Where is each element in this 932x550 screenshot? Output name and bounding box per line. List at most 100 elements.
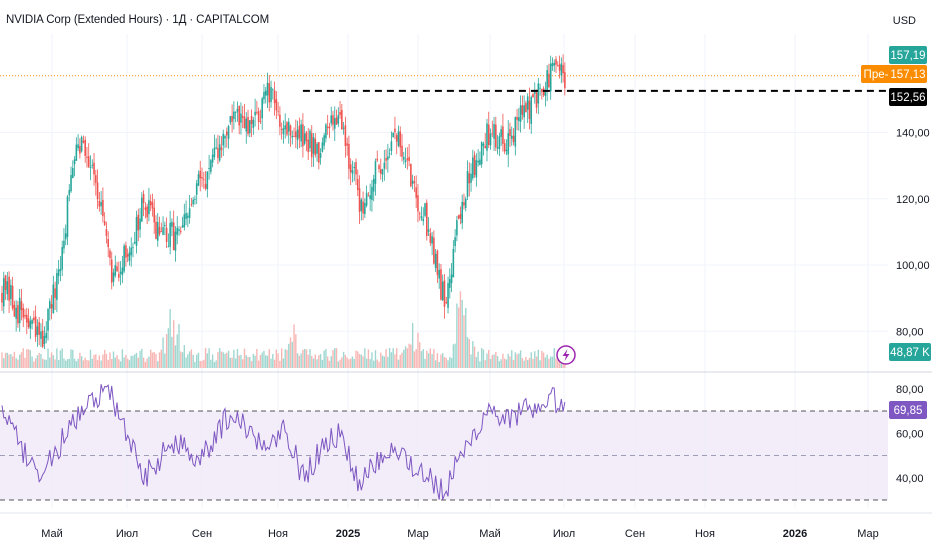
candle-body bbox=[206, 171, 209, 190]
volume-bar bbox=[351, 356, 354, 368]
candle-body bbox=[80, 137, 83, 152]
candle-body bbox=[233, 111, 235, 120]
candle-body bbox=[436, 250, 439, 276]
candle-body bbox=[362, 201, 364, 214]
time-tick-label: Мар bbox=[857, 528, 879, 540]
candle-body bbox=[54, 288, 56, 298]
candle-body bbox=[68, 189, 71, 196]
candle-body bbox=[34, 316, 37, 337]
candle-body bbox=[215, 147, 217, 149]
candle-body bbox=[56, 273, 58, 300]
candle-body bbox=[270, 86, 272, 103]
candle-body bbox=[349, 164, 352, 173]
candle-body bbox=[468, 173, 471, 184]
candle-body bbox=[337, 115, 340, 124]
volume-bar bbox=[388, 348, 391, 368]
volume-bar bbox=[259, 354, 262, 368]
candle-body bbox=[402, 157, 405, 160]
volume-bar bbox=[342, 351, 345, 368]
candle-body bbox=[505, 149, 508, 151]
volume-bar bbox=[227, 350, 230, 368]
candle-body bbox=[564, 72, 566, 88]
candle-body bbox=[162, 227, 164, 235]
price-axis[interactable]: 140,00 120,00 100,00 80,00 80,00 60,00 40,00 bbox=[896, 128, 930, 485]
candle-body bbox=[277, 110, 279, 112]
volume-bar bbox=[146, 358, 148, 368]
candle-body bbox=[549, 63, 552, 92]
candle-body bbox=[480, 142, 483, 165]
volume-bar bbox=[406, 348, 409, 368]
volume-bar bbox=[121, 349, 124, 368]
candle-body bbox=[464, 198, 467, 209]
volume-bar bbox=[387, 356, 389, 368]
candle-body bbox=[50, 304, 53, 309]
volume-bar bbox=[348, 359, 350, 368]
candle-body bbox=[38, 322, 40, 335]
level-price-tag-box bbox=[889, 88, 927, 106]
candle-body bbox=[537, 83, 540, 104]
volume-bar bbox=[326, 356, 329, 368]
rsi-line bbox=[1, 384, 566, 500]
candle-body bbox=[36, 326, 39, 336]
candle-body bbox=[238, 105, 240, 126]
candle-body bbox=[100, 202, 102, 207]
candle-body bbox=[156, 222, 159, 241]
candle-body bbox=[6, 281, 9, 295]
time-tick-label: 2026 bbox=[783, 528, 807, 540]
candle-body bbox=[10, 285, 12, 299]
volume-bar bbox=[47, 348, 49, 368]
candle-body bbox=[227, 125, 230, 139]
time-tick-label: Июл bbox=[116, 528, 138, 540]
candle-body bbox=[526, 96, 529, 110]
candle-body bbox=[390, 141, 393, 151]
volume-bar bbox=[75, 361, 78, 368]
candle-body bbox=[372, 178, 375, 192]
volume-bar bbox=[427, 353, 430, 368]
candle-body bbox=[441, 281, 444, 301]
candle-body bbox=[309, 130, 311, 149]
volume-bar bbox=[275, 349, 278, 368]
time-axis[interactable]: Май Июл Сен Ноя 2025 Мар Май Июл Сен Ноя 2026 Мар bbox=[41, 528, 879, 540]
candle-body bbox=[279, 114, 281, 127]
candle-body bbox=[4, 275, 7, 290]
candle-body bbox=[121, 267, 124, 276]
candle-body bbox=[160, 231, 163, 232]
candle-body bbox=[413, 181, 416, 184]
candle-body bbox=[443, 280, 446, 307]
volume-bar bbox=[353, 358, 355, 368]
volume-bar bbox=[282, 358, 285, 368]
volume-bar bbox=[544, 357, 547, 368]
candle-body bbox=[525, 103, 527, 113]
time-tick-label: Сен bbox=[192, 528, 212, 540]
candle-body bbox=[351, 170, 354, 174]
candle-body bbox=[316, 143, 318, 154]
volume-bar bbox=[413, 351, 416, 368]
candle-body bbox=[484, 146, 487, 149]
candle-body bbox=[418, 213, 421, 215]
candle-body bbox=[348, 144, 350, 169]
volume-bar bbox=[369, 359, 371, 368]
candle-body bbox=[167, 246, 170, 248]
volume-bar bbox=[461, 299, 463, 368]
volume-bar bbox=[188, 351, 191, 368]
volume-bar bbox=[470, 354, 472, 368]
candle-body bbox=[254, 111, 256, 116]
candle-body bbox=[422, 218, 425, 222]
candle-body bbox=[96, 182, 99, 200]
volume-bar bbox=[489, 358, 492, 368]
volume-bar bbox=[82, 360, 85, 368]
volume-bar bbox=[40, 353, 42, 368]
candle-body bbox=[275, 99, 278, 111]
candle-body bbox=[13, 304, 16, 317]
candle-body bbox=[523, 105, 525, 118]
volume-bar bbox=[296, 353, 299, 368]
candle-body bbox=[330, 115, 333, 124]
volume-bar bbox=[107, 359, 109, 368]
volume-bar bbox=[192, 354, 194, 368]
volume-bar bbox=[257, 360, 260, 368]
volume-bar bbox=[8, 354, 10, 368]
currency-label[interactable]: USD bbox=[892, 15, 916, 27]
candle-body bbox=[257, 111, 260, 122]
candle-body bbox=[107, 239, 109, 248]
